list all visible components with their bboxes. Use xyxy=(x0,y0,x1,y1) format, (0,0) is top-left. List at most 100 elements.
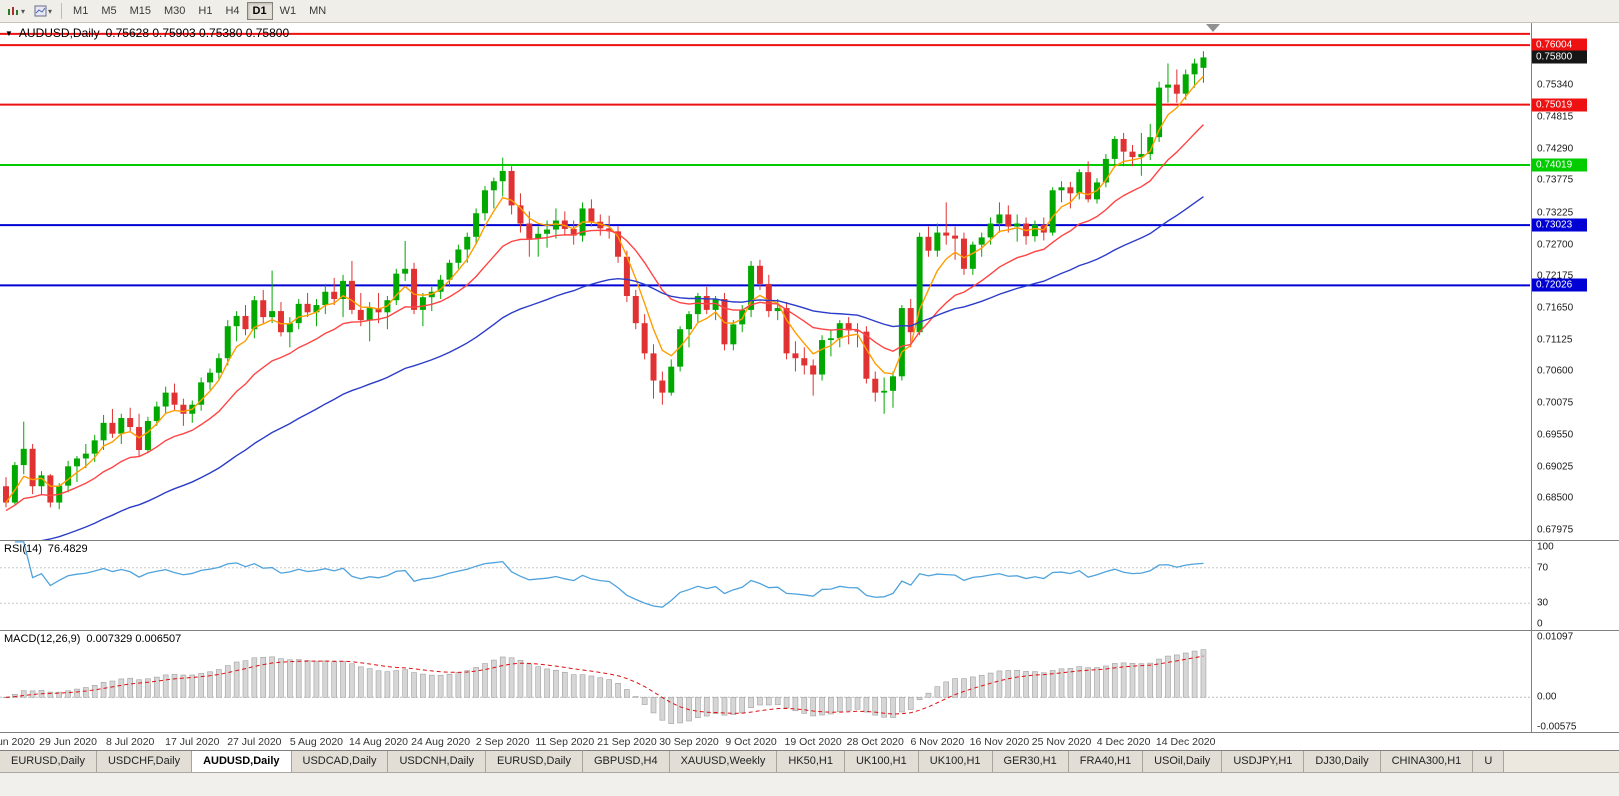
window-tab-uk100-h1[interactable]: UK100,H1 xyxy=(844,751,919,772)
date-label: 5 Aug 2020 xyxy=(289,736,344,748)
price-tick: 0.73225 xyxy=(1537,207,1574,219)
macd-axis[interactable]: 0.01097 0.00 -0.00575 xyxy=(1531,631,1619,733)
price-tick: 30 xyxy=(1537,597,1549,609)
price-tick: 0.74815 xyxy=(1537,111,1574,123)
chart-icon xyxy=(8,7,18,15)
window-tab-china300-h1[interactable]: CHINA300,H1 xyxy=(1380,751,1474,772)
rsi-value: 76.4829 xyxy=(47,543,88,555)
date-label: 16 Nov 2020 xyxy=(969,736,1030,748)
timeframe-d1[interactable]: D1 xyxy=(246,2,273,20)
main-price-pane: ▼ AUDUSD,Daily 0.75628 0.75903 0.75380 0… xyxy=(0,23,1619,541)
date-label: 17 Jul 2020 xyxy=(165,736,220,748)
chevron-down-icon: ▾ xyxy=(48,6,53,16)
price-axis[interactable]: 0.75340 0.74815 0.74290 0.73775 0.73225 0.727… xyxy=(1531,23,1619,540)
date-label: 25 Nov 2020 xyxy=(1031,736,1092,748)
window-tab-xauusd-weekly[interactable]: XAUUSD,Weekly xyxy=(669,751,778,772)
date-label: 30 Sep 2020 xyxy=(659,736,719,748)
window-tab-u[interactable]: U xyxy=(1473,751,1505,772)
rsi-pane: RSI(14) 76.4829 100 70 30 0 xyxy=(0,541,1619,631)
window-tab-gbpusd-h4[interactable]: GBPUSD,H4 xyxy=(583,751,670,772)
price-tick: 100 xyxy=(1537,541,1554,553)
date-label: 21 Sep 2020 xyxy=(597,736,657,748)
timeframe-m15[interactable]: M15 xyxy=(124,2,157,20)
window-tab-fra40-h1[interactable]: FRA40,H1 xyxy=(1068,751,1144,772)
price-chart-canvas[interactable] xyxy=(0,23,1530,540)
date-label: 11 Sep 2020 xyxy=(535,736,595,748)
new-chart-button[interactable]: ▾ xyxy=(3,2,29,20)
macd-canvas[interactable] xyxy=(0,631,1530,732)
price-tick: 0 xyxy=(1537,618,1543,630)
date-label: 14 Dec 2020 xyxy=(1155,736,1216,748)
window-tab-eurusd-daily[interactable]: EURUSD,Daily xyxy=(486,751,583,772)
price-tick: -0.00575 xyxy=(1537,721,1577,733)
price-tick: 0.68500 xyxy=(1537,492,1574,504)
price-tick: 0.73775 xyxy=(1537,174,1574,186)
rsi-title: RSI(14) 76.4829 xyxy=(4,543,88,555)
window-tab-usdcad-daily[interactable]: USDCAD,Daily xyxy=(291,751,389,772)
window-tab-usdcnh-daily[interactable]: USDCNH,Daily xyxy=(388,751,487,772)
date-label: 19 Oct 2020 xyxy=(784,736,842,748)
chart-ohlc-values: 0.75628 0.75903 0.75380 0.75800 xyxy=(105,26,290,40)
timeframe-m30[interactable]: M30 xyxy=(158,2,191,20)
date-label: 19 Jun 2020 xyxy=(0,736,35,748)
collapse-arrow-icon[interactable]: ▼ xyxy=(5,28,13,38)
price-tick: 0.69550 xyxy=(1537,429,1574,441)
date-label: 29 Jun 2020 xyxy=(39,736,97,748)
date-label: 2 Sep 2020 xyxy=(475,736,530,748)
price-tick: 0.71125 xyxy=(1537,334,1573,346)
date-label: 28 Oct 2020 xyxy=(846,736,904,748)
rsi-canvas[interactable] xyxy=(0,541,1530,630)
timeframe-h1[interactable]: H1 xyxy=(192,2,218,20)
timeframe-toolbar: ▾ ▾ M1 M5 M15 M30 H1 H4 D1 W1 MN xyxy=(0,0,1619,23)
price-tick: 0.67975 xyxy=(1537,524,1574,536)
price-tick: 0.72175 xyxy=(1537,270,1574,282)
window-tab-usdchf-daily[interactable]: USDCHF,Daily xyxy=(96,751,193,772)
price-line-tag: 0.72026 xyxy=(1532,278,1587,292)
rsi-axis[interactable]: 100 70 30 0 xyxy=(1531,541,1619,630)
date-label: 24 Aug 2020 xyxy=(411,736,471,748)
macd-title: MACD(12,26,9) 0.007329 0.006507 xyxy=(4,633,181,645)
toolbar-separator xyxy=(61,3,63,19)
window-tab-audusd-daily[interactable]: AUDUSD,Daily xyxy=(192,751,292,772)
window-tab-uk100-h1[interactable]: UK100,H1 xyxy=(918,751,993,772)
price-tick: 0.70600 xyxy=(1537,365,1574,377)
status-strip xyxy=(0,773,1619,796)
price-line-tag: 0.73023 xyxy=(1532,218,1587,232)
date-label: 6 Nov 2020 xyxy=(910,736,965,748)
date-label: 4 Dec 2020 xyxy=(1096,736,1151,748)
timeframe-w1[interactable]: W1 xyxy=(274,2,303,20)
timeframe-h4[interactable]: H4 xyxy=(219,2,245,20)
chart-symbol-period: AUDUSD,Daily xyxy=(18,26,100,40)
price-tick: 0.69025 xyxy=(1537,461,1574,473)
window-tab-ger30-h1[interactable]: GER30,H1 xyxy=(992,751,1069,772)
timeframe-m1[interactable]: M1 xyxy=(67,2,94,20)
chevron-down-icon: ▾ xyxy=(21,6,26,16)
price-line-tag: 0.74019 xyxy=(1532,158,1587,172)
price-tick: 0.74290 xyxy=(1537,143,1574,155)
price-line-tag: 0.75019 xyxy=(1532,98,1587,112)
window-tab-usdjpy-h1[interactable]: USDJPY,H1 xyxy=(1222,751,1305,772)
price-tick: 0.72700 xyxy=(1537,239,1574,251)
date-label: 9 Oct 2020 xyxy=(725,736,777,748)
timeframe-mn[interactable]: MN xyxy=(303,2,332,20)
profiles-icon xyxy=(34,5,47,17)
profiles-button[interactable]: ▾ xyxy=(30,2,56,20)
window-tab-eurusd-daily[interactable]: EURUSD,Daily xyxy=(0,751,97,772)
price-tick: 0.70075 xyxy=(1537,397,1574,409)
date-label: 14 Aug 2020 xyxy=(349,736,409,748)
window-tab-dj30-daily[interactable]: DJ30,Daily xyxy=(1304,751,1381,772)
price-tick: 70 xyxy=(1537,562,1549,574)
current-price-tag: 0.75800 xyxy=(1532,50,1587,64)
macd-label: MACD(12,26,9) xyxy=(4,633,81,645)
date-label: 27 Jul 2020 xyxy=(227,736,282,748)
timeframe-buttons: M1 M5 M15 M30 H1 H4 D1 W1 MN xyxy=(67,2,332,20)
date-axis[interactable]: 19 Jun 2020 29 Jun 2020 8 Jul 2020 17 Jul 2… xyxy=(0,733,1619,751)
timeframe-m5[interactable]: M5 xyxy=(95,2,122,20)
macd-values: 0.007329 0.006507 xyxy=(86,633,182,645)
price-line-tag: 0.76004 xyxy=(1532,38,1587,52)
price-tick: 0.71650 xyxy=(1537,302,1574,314)
window-tab-usoil-daily[interactable]: USOil,Daily xyxy=(1143,751,1223,772)
price-tick: 0.75340 xyxy=(1537,79,1574,91)
window-tab-hk50-h1[interactable]: HK50,H1 xyxy=(777,751,845,772)
